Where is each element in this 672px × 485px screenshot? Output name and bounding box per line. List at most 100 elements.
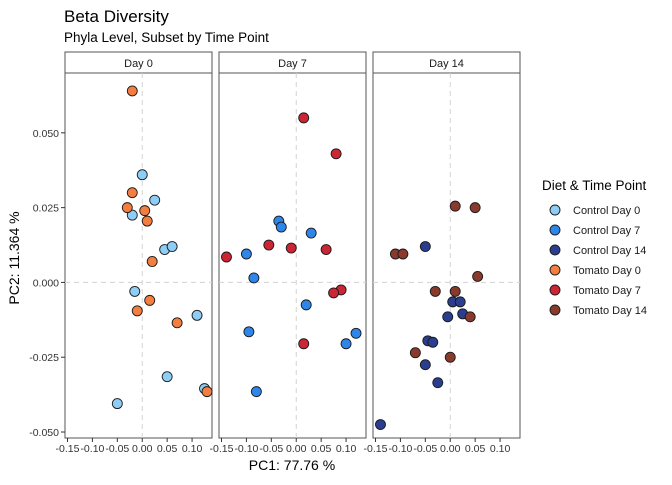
x-tick-label: -0.10 xyxy=(80,443,104,455)
facet-panel: Day 0 -0.15 -0.10 -0.05 0.00 0.05 0.10 -0.050 -0… xyxy=(29,51,213,455)
data-point xyxy=(166,241,178,252)
data-point xyxy=(419,359,431,371)
x-tick-label: 0.05 xyxy=(311,443,332,455)
data-point xyxy=(429,285,441,297)
legend-label: Tomato Day 14 xyxy=(573,305,647,317)
y-axis-title: PC2: 11.364 % xyxy=(6,211,22,304)
panel-border xyxy=(218,72,367,439)
data-point xyxy=(427,336,439,348)
data-point xyxy=(464,311,476,323)
y-tick-label: 0.050 xyxy=(33,128,59,140)
legend-label: Tomato Day 7 xyxy=(573,285,641,297)
data-point xyxy=(300,299,312,311)
legend-swatch xyxy=(549,224,561,236)
data-point xyxy=(126,187,138,199)
chart-subtitle: Phyla Level, Subset by Time Point xyxy=(64,30,269,45)
x-tick-label: 0.10 xyxy=(336,443,357,455)
y-tick-label: -0.025 xyxy=(29,352,59,364)
x-tick-label: 0.10 xyxy=(182,443,203,455)
data-point xyxy=(328,287,340,299)
data-point xyxy=(149,194,161,206)
x-axis-title: PC1: 77.76 % xyxy=(249,457,335,473)
data-point xyxy=(375,419,386,430)
x-tick-label: -0.05 xyxy=(259,443,283,455)
data-point xyxy=(131,305,143,317)
panel-border xyxy=(64,72,213,439)
legend-swatch xyxy=(549,244,561,256)
data-point xyxy=(409,347,421,359)
chart-title: Beta Diversity xyxy=(64,7,169,26)
facet-panels: Day 0-0.15 -0.10 -0.05 0.00 0.05 0.10-0.050-0… xyxy=(29,51,521,455)
data-point xyxy=(126,85,138,97)
x-tick-label: -0.10 xyxy=(388,443,412,455)
data-point xyxy=(121,202,133,214)
data-point xyxy=(250,386,262,398)
data-point xyxy=(340,338,352,350)
legend-swatch xyxy=(549,284,561,296)
data-point xyxy=(444,351,456,363)
data-point xyxy=(449,200,461,212)
facet-panel: Day 7 -0.15 -0.10 -0.05 0.00 0.05 0.10 xyxy=(210,51,367,455)
x-tick-label: 0.00 xyxy=(286,443,307,455)
legend-swatch xyxy=(549,204,561,216)
data-point xyxy=(449,285,461,297)
y-tick-label: 0.000 xyxy=(33,277,59,289)
data-point xyxy=(285,242,297,254)
x-tick-label: 0.05 xyxy=(465,443,486,455)
x-tick-label: 0.05 xyxy=(157,443,178,455)
data-point xyxy=(191,309,203,321)
data-point xyxy=(454,296,466,308)
data-point xyxy=(201,386,213,398)
data-point xyxy=(298,112,310,124)
data-point xyxy=(350,327,362,339)
data-point xyxy=(442,311,454,323)
legend-label: Tomato Day 0 xyxy=(573,265,641,277)
data-point xyxy=(136,169,148,181)
x-tick-label: 0.00 xyxy=(440,443,461,455)
x-tick-label: -0.15 xyxy=(56,443,80,455)
data-point xyxy=(240,248,252,260)
legend-label: Control Day 7 xyxy=(573,225,640,237)
x-tick-label: -0.15 xyxy=(364,443,388,455)
data-point xyxy=(161,371,173,383)
x-tick-label: 0.10 xyxy=(490,443,511,455)
data-point xyxy=(263,239,275,251)
data-point xyxy=(419,241,431,252)
facet-strip-label: Day 0 xyxy=(124,58,153,70)
y-tick-label: 0.025 xyxy=(33,203,59,215)
data-point xyxy=(111,398,123,410)
legend-label: Control Day 14 xyxy=(573,245,646,257)
data-point xyxy=(248,272,260,284)
x-tick-label: -0.10 xyxy=(234,443,258,455)
facet-strip-label: Day 14 xyxy=(429,58,464,70)
legend-swatch xyxy=(549,304,561,316)
data-point xyxy=(126,209,138,221)
legend-items: Control Day 0 Control Day 7 Control Day 14… xyxy=(549,204,647,317)
data-point xyxy=(129,285,141,297)
data-point xyxy=(243,326,255,338)
x-tick-label: -0.05 xyxy=(105,443,129,455)
facet-panel: Day 14 -0.15 -0.10 -0.05 0.00 0.05 0.10 xyxy=(364,51,521,455)
data-point xyxy=(139,205,151,217)
data-point xyxy=(330,148,342,160)
legend-label: Control Day 0 xyxy=(573,205,640,217)
x-tick-label: -0.05 xyxy=(413,443,437,455)
data-point xyxy=(320,244,332,255)
data-point xyxy=(469,202,481,214)
data-point xyxy=(171,317,183,329)
data-point xyxy=(144,294,156,306)
data-point xyxy=(397,248,409,260)
data-point xyxy=(141,215,153,227)
data-point xyxy=(221,251,232,263)
y-tick-label: -0.050 xyxy=(29,427,59,439)
legend-swatch xyxy=(549,264,561,276)
data-point xyxy=(298,338,310,350)
data-point xyxy=(146,256,158,267)
data-point xyxy=(472,270,484,282)
data-point xyxy=(275,221,287,233)
legend-title: Diet & Time Point xyxy=(542,178,647,193)
facet-strip-label: Day 7 xyxy=(278,58,307,70)
data-point xyxy=(305,227,317,239)
